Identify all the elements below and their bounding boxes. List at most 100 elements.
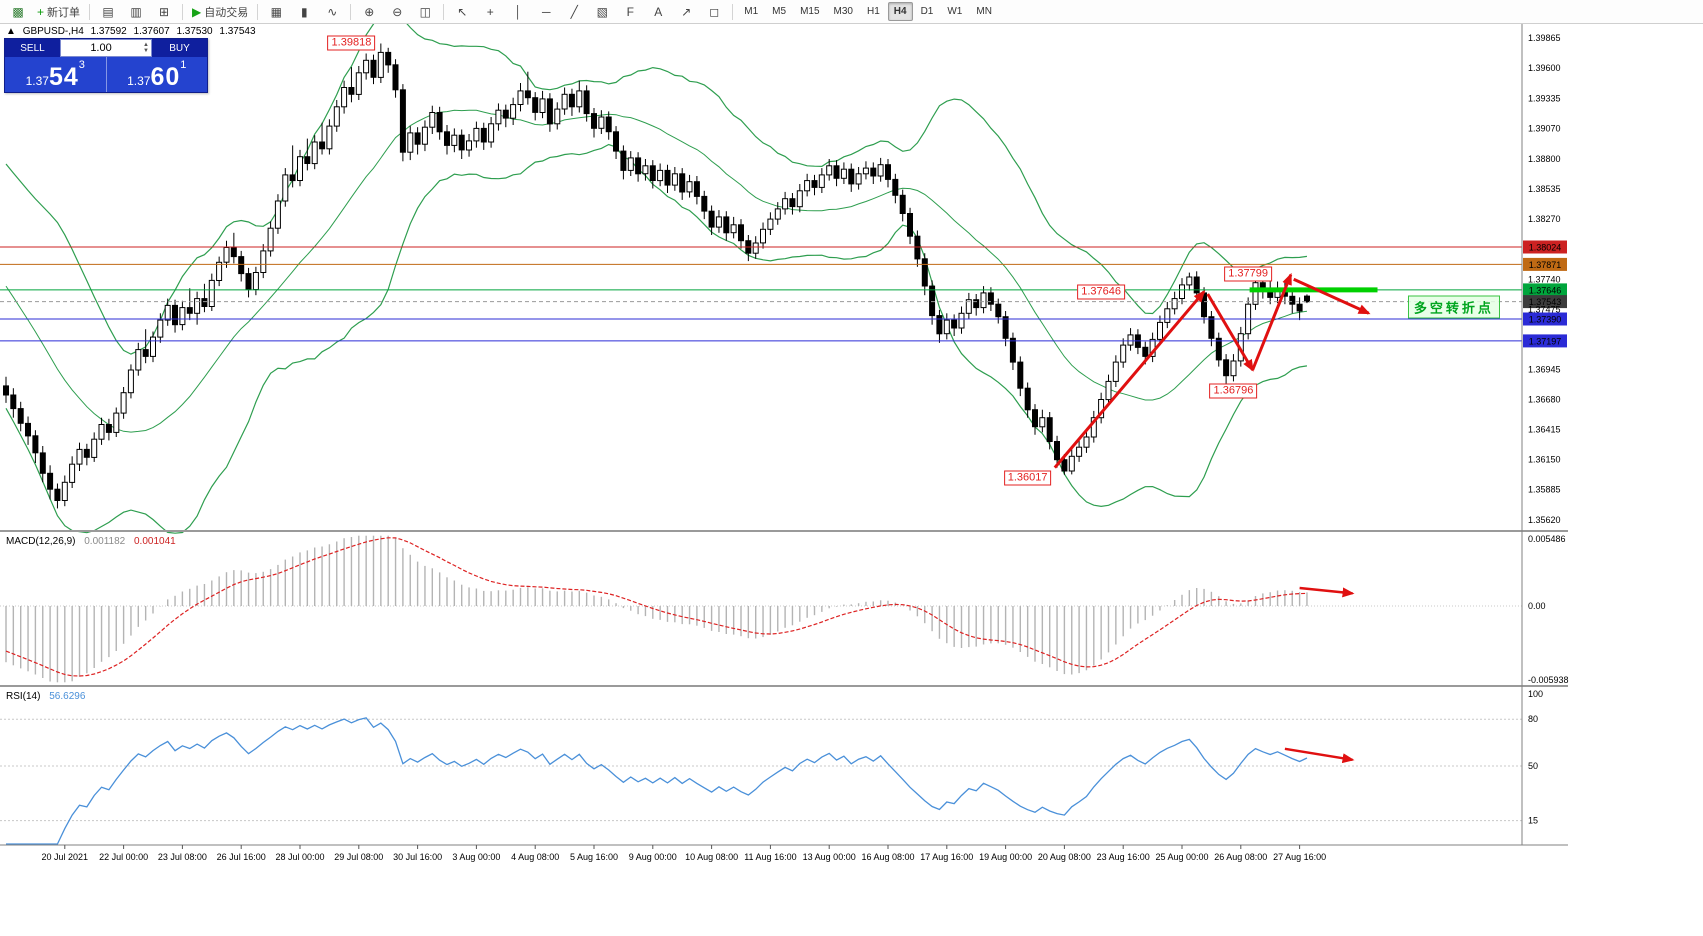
rsi-level-label: 50 bbox=[1528, 761, 1538, 771]
stepper-up-icon[interactable]: ▲ bbox=[143, 42, 149, 48]
candle-body bbox=[620, 150, 627, 171]
candle-body bbox=[591, 113, 597, 129]
price-scale-tick: 1.36415 bbox=[1528, 425, 1561, 435]
candle-body bbox=[267, 227, 274, 252]
candle-body bbox=[907, 213, 913, 237]
ask-price[interactable]: 1.37 60 1 bbox=[105, 57, 208, 92]
candle-body bbox=[414, 132, 421, 145]
new-chart-button[interactable]: ▩ bbox=[5, 2, 31, 22]
market-watch-icon: ▥ bbox=[130, 4, 142, 19]
candle-body bbox=[10, 394, 17, 410]
candle-body bbox=[54, 488, 61, 502]
zoom-out-button[interactable]: ⊖ bbox=[384, 2, 410, 22]
chart-canvas[interactable]: 1.380241.378711.376461.373901.371971.375… bbox=[0, 24, 1703, 936]
candle-body bbox=[980, 292, 987, 309]
candle-chart-button[interactable]: ▮ bbox=[291, 2, 317, 22]
candle-body bbox=[1304, 295, 1310, 303]
shapes-icon: ◻ bbox=[709, 4, 720, 19]
candle-body bbox=[1120, 344, 1127, 363]
candle-body bbox=[1157, 321, 1163, 340]
lot-size-field[interactable]: 1.00 ▲ ▼ bbox=[60, 39, 152, 57]
channel-icon: ▧ bbox=[596, 4, 608, 19]
candle-body bbox=[355, 72, 362, 95]
candle-body bbox=[157, 319, 164, 338]
horizontal-line-button[interactable]: ─ bbox=[533, 2, 559, 22]
profiles-button[interactable]: ▤ bbox=[95, 2, 121, 22]
lot-size-value[interactable]: 1.00 bbox=[90, 42, 112, 54]
expand-ohlc-icon[interactable]: ▲ bbox=[6, 26, 16, 37]
candle-body bbox=[488, 123, 495, 143]
candle-body bbox=[995, 303, 1002, 318]
candle-body bbox=[1076, 446, 1083, 457]
timeframe-m1-button[interactable]: M1 bbox=[744, 6, 759, 17]
trendline-button[interactable]: ╱ bbox=[561, 2, 587, 22]
channel-button[interactable]: ▧ bbox=[589, 2, 615, 22]
autotrading-button[interactable]: ▶ 自动交易 bbox=[188, 2, 252, 22]
price-scale-level-box bbox=[1523, 240, 1567, 254]
candle-body bbox=[1296, 303, 1303, 312]
time-axis-label: 5 Aug 16:00 bbox=[570, 852, 618, 862]
candle-body bbox=[473, 127, 480, 142]
data-window-button[interactable]: ⊞ bbox=[151, 2, 177, 22]
bar-chart-button[interactable]: ▦ bbox=[263, 2, 289, 22]
bid-price[interactable]: 1.37 54 3 bbox=[5, 57, 106, 92]
candle-body bbox=[216, 261, 223, 282]
candle-body bbox=[47, 472, 54, 490]
tile-windows-button[interactable]: ◫ bbox=[412, 2, 438, 22]
candle-body bbox=[635, 157, 642, 175]
line-chart-button[interactable]: ∿ bbox=[319, 2, 345, 22]
candle-body bbox=[1215, 337, 1222, 361]
crosshair-button[interactable]: + bbox=[477, 2, 503, 22]
price-scale-level-box bbox=[1523, 334, 1567, 348]
toolbar-separator bbox=[182, 3, 184, 20]
candle-body bbox=[936, 315, 943, 335]
candle-body bbox=[399, 89, 406, 153]
candle-body bbox=[723, 216, 730, 234]
timeframe-h4-button[interactable]: H4 bbox=[887, 2, 913, 21]
rsi-level-label: 15 bbox=[1528, 816, 1538, 826]
candle-body bbox=[105, 424, 112, 433]
timeframe-m5-button[interactable]: M5 bbox=[772, 6, 787, 17]
time-axis-label: 22 Jul 00:00 bbox=[99, 852, 148, 862]
candle-body bbox=[164, 304, 171, 321]
timeframe-d1-button[interactable]: D1 bbox=[920, 6, 934, 17]
timeframe-w1-button[interactable]: W1 bbox=[947, 6, 963, 17]
vertical-line-button[interactable]: │ bbox=[505, 2, 531, 22]
candle-body bbox=[546, 98, 553, 125]
cursor-button[interactable]: ↖ bbox=[449, 2, 475, 22]
timeframe-h1-button[interactable]: H1 bbox=[866, 6, 880, 17]
rsi-header: RSI(14) 56.6296 bbox=[6, 691, 85, 702]
bollinger-lower-band bbox=[5, 143, 1308, 534]
candle-body bbox=[892, 178, 899, 196]
shapes-button[interactable]: ◻ bbox=[701, 2, 727, 22]
candle-body bbox=[348, 87, 355, 95]
candle-body bbox=[319, 141, 326, 150]
candle-body bbox=[848, 168, 855, 185]
candlesticks bbox=[3, 43, 1310, 509]
stepper-down-icon[interactable]: ▼ bbox=[143, 48, 149, 54]
market-watch-button[interactable]: ▥ bbox=[123, 2, 149, 22]
timeframe-mn-button[interactable]: MN bbox=[976, 6, 992, 17]
time-axis-label: 13 Aug 00:00 bbox=[803, 852, 856, 862]
price-scale-tick: 1.38270 bbox=[1528, 214, 1561, 224]
timeframe-m15-button[interactable]: M15 bbox=[800, 6, 820, 17]
candle-body bbox=[444, 131, 450, 146]
candle-body bbox=[208, 279, 215, 307]
crosshair-icon: + bbox=[486, 4, 494, 19]
time-axis-label: 20 Jul 2021 bbox=[42, 852, 89, 862]
time-axis-label: 26 Aug 08:00 bbox=[1214, 852, 1267, 862]
timeframe-m30-button[interactable]: M30 bbox=[833, 6, 853, 17]
arrow-object-button[interactable]: ↗ bbox=[673, 2, 699, 22]
sell-button[interactable]: SELL bbox=[5, 39, 60, 57]
candle-body bbox=[1105, 380, 1112, 401]
text-button[interactable]: A bbox=[645, 2, 671, 22]
fibonacci-button[interactable]: F bbox=[617, 2, 643, 22]
new-order-button[interactable]: + 新订单 bbox=[33, 2, 84, 22]
candle-body bbox=[451, 134, 458, 146]
candle-body bbox=[958, 312, 965, 329]
macd-header: MACD(12,26,9) 0.001182 0.001041 bbox=[6, 536, 176, 547]
candle-body bbox=[370, 59, 377, 78]
lot-stepper[interactable]: ▲ ▼ bbox=[141, 42, 151, 54]
zoom-in-button[interactable]: ⊕ bbox=[356, 2, 382, 22]
buy-button[interactable]: BUY bbox=[152, 39, 207, 57]
